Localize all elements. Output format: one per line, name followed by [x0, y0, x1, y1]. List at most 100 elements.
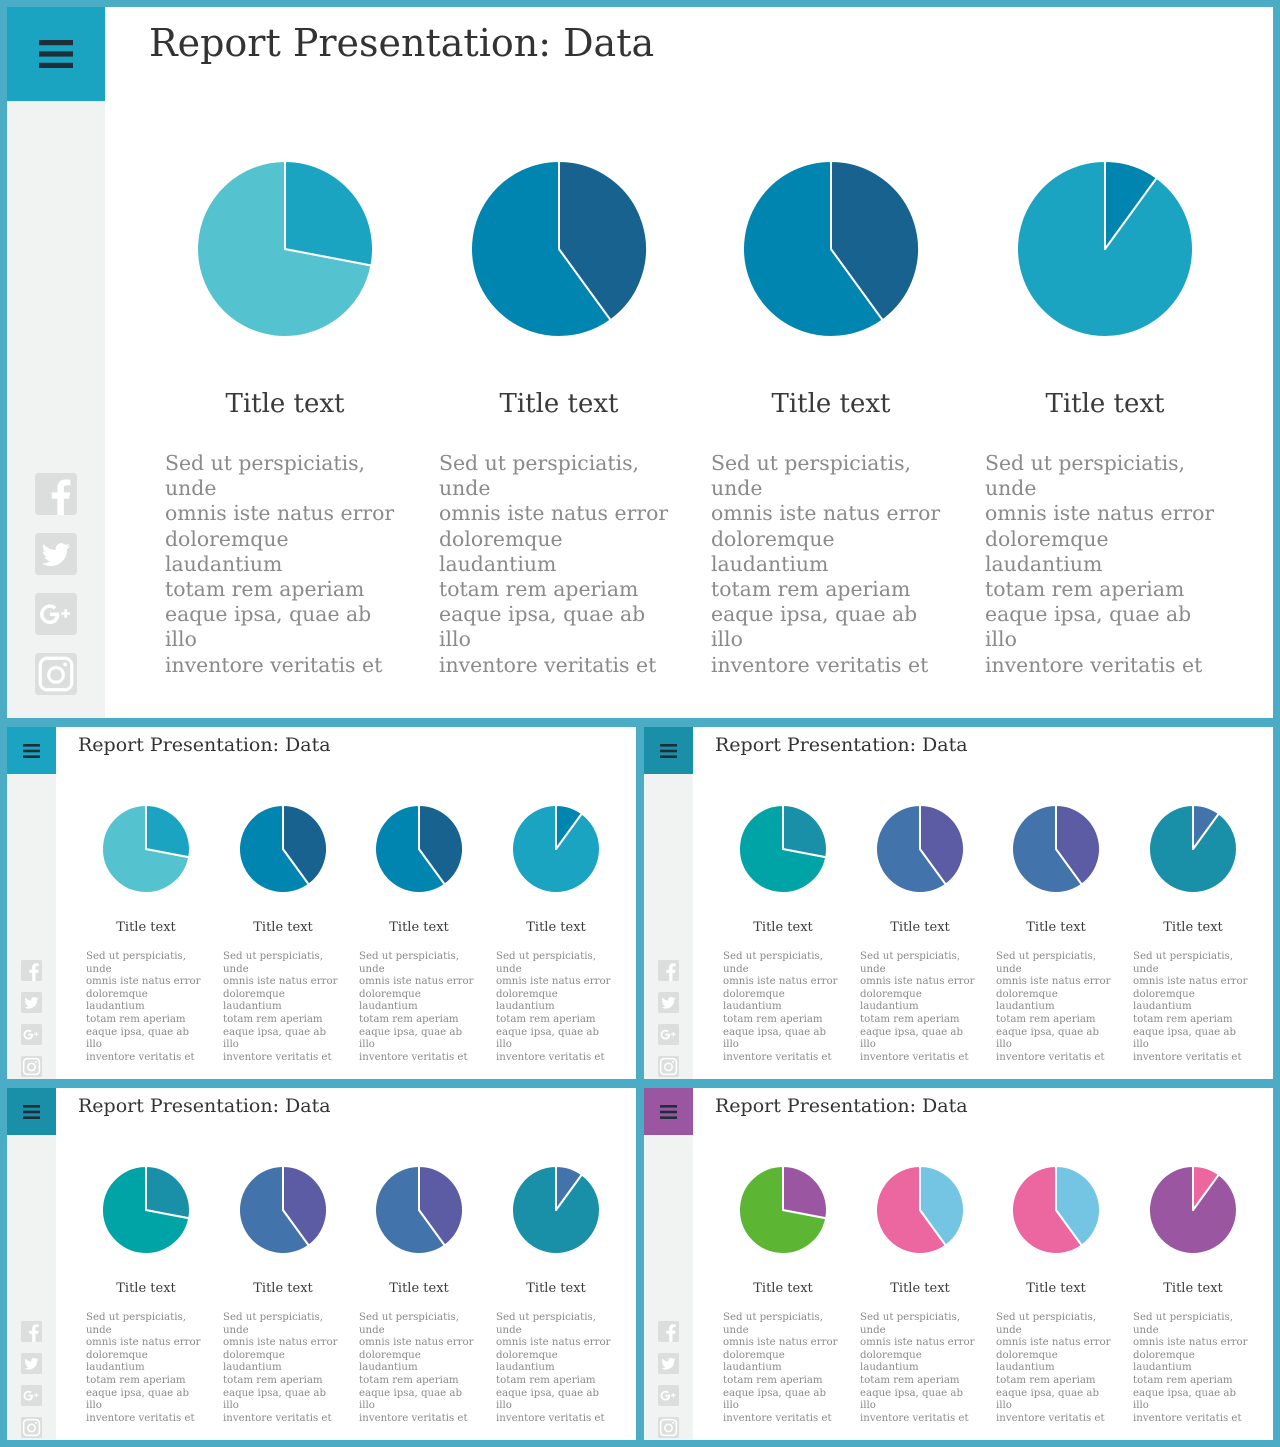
menu-button[interactable] — [7, 1088, 56, 1135]
card-body: Sed ut perspiciatis, unde omnis iste nat… — [985, 451, 1215, 677]
card-2: Title text Sed ut perspiciatis, unde omni… — [859, 1164, 981, 1425]
card-title: Title text — [1163, 920, 1223, 935]
pie-slice-major — [238, 804, 310, 894]
twitter-icon[interactable] — [658, 992, 679, 1017]
pie-chart — [374, 1165, 464, 1255]
instagram-icon[interactable] — [21, 1056, 42, 1079]
card-4: Title text Sed ut perspiciatis, unde omni… — [1132, 1164, 1254, 1425]
pie-slice-major — [742, 160, 884, 338]
instagram-icon[interactable] — [35, 653, 77, 699]
google-plus-icon[interactable] — [21, 1385, 42, 1410]
slide-title: Report Presentation: Data — [149, 21, 655, 65]
google-plus-icon[interactable] — [35, 593, 77, 639]
menu-button[interactable] — [644, 727, 693, 774]
slide-title: Report Presentation: Data — [715, 734, 968, 756]
pie-slice-minor — [555, 1165, 583, 1211]
pie-slice-minor — [1055, 804, 1101, 886]
sidebar — [7, 1088, 56, 1440]
google-plus-icon[interactable] — [658, 1385, 679, 1410]
pie-chart — [875, 804, 965, 894]
card-title: Title text — [116, 920, 176, 935]
card-title: Title text — [1045, 389, 1165, 419]
slide-title: Report Presentation: Data — [78, 734, 331, 756]
google-plus-icon[interactable] — [658, 1024, 679, 1049]
card-2: Title text Sed ut perspiciatis, unde omni… — [437, 159, 681, 678]
hamburger-icon — [23, 1104, 40, 1119]
card-body: Sed ut perspiciatis, unde omnis iste nat… — [496, 951, 611, 1063]
pie-slice-major — [238, 1165, 310, 1255]
pie-slice-minor — [145, 804, 191, 859]
card-title: Title text — [771, 389, 891, 419]
twitter-icon[interactable] — [35, 533, 77, 579]
hamburger-icon — [23, 743, 40, 758]
card-title: Title text — [890, 920, 950, 935]
sidebar — [7, 727, 56, 1079]
card-1: Title text Sed ut perspiciatis, unde omni… — [722, 803, 844, 1064]
social-icons — [7, 1321, 56, 1440]
twitter-icon[interactable] — [658, 1353, 679, 1378]
pie-chart — [875, 1165, 965, 1255]
pie-chart — [238, 804, 328, 894]
slide-4: Report Presentation: Data Title text Sed u… — [7, 1088, 636, 1440]
card-body: Sed ut perspiciatis, unde omnis iste nat… — [223, 1312, 338, 1424]
hamburger-icon — [660, 1104, 677, 1119]
facebook-icon[interactable] — [658, 960, 679, 985]
pie-slice-minor — [418, 1165, 464, 1247]
pie-slice-minor — [555, 804, 583, 850]
pie-slice-minor — [418, 804, 464, 886]
pie-slice-major — [875, 1165, 947, 1255]
pie-chart — [1016, 160, 1194, 338]
facebook-icon[interactable] — [21, 960, 42, 985]
card-3: Title text Sed ut perspiciatis, unde omni… — [709, 159, 953, 678]
twitter-icon[interactable] — [21, 992, 42, 1017]
card-body: Sed ut perspiciatis, unde omnis iste nat… — [996, 1312, 1111, 1424]
card-title: Title text — [253, 920, 313, 935]
card-body: Sed ut perspiciatis, unde omnis iste nat… — [86, 1312, 201, 1424]
pie-chart — [196, 160, 374, 338]
pie-chart — [470, 160, 648, 338]
card-body: Sed ut perspiciatis, unde omnis iste nat… — [223, 951, 338, 1063]
pie-slice-minor — [282, 804, 328, 886]
facebook-icon[interactable] — [21, 1321, 42, 1346]
card-title: Title text — [1163, 1281, 1223, 1296]
card-4: Title text Sed ut perspiciatis, unde omni… — [1132, 803, 1254, 1064]
card-2: Title text Sed ut perspiciatis, unde omni… — [222, 1164, 344, 1425]
pie-slice-minor — [1192, 1165, 1220, 1211]
card-1: Title text Sed ut perspiciatis, unde omni… — [85, 803, 207, 1064]
twitter-icon[interactable] — [21, 1353, 42, 1378]
menu-button[interactable] — [7, 727, 56, 774]
google-plus-icon[interactable] — [21, 1024, 42, 1049]
card-title: Title text — [753, 920, 813, 935]
instagram-icon[interactable] — [658, 1056, 679, 1079]
menu-button[interactable] — [7, 7, 105, 101]
social-icons — [644, 960, 693, 1079]
pie-chart — [101, 804, 191, 894]
pie-chart — [1148, 1165, 1238, 1255]
pie-slice-minor — [782, 804, 828, 859]
instagram-icon[interactable] — [21, 1417, 42, 1440]
pie-slice-minor — [284, 160, 374, 267]
pie-chart — [1011, 804, 1101, 894]
instagram-icon[interactable] — [658, 1417, 679, 1440]
hamburger-icon — [39, 40, 73, 68]
facebook-icon[interactable] — [658, 1321, 679, 1346]
sidebar — [644, 1088, 693, 1440]
hamburger-icon — [660, 743, 677, 758]
sidebar — [644, 727, 693, 1079]
pie-slice-minor — [282, 1165, 328, 1247]
pie-chart — [1148, 804, 1238, 894]
card-4: Title text Sed ut perspiciatis, unde omni… — [495, 1164, 617, 1425]
menu-button[interactable] — [644, 1088, 693, 1135]
card-body: Sed ut perspiciatis, unde omnis iste nat… — [996, 951, 1111, 1063]
facebook-icon[interactable] — [35, 473, 77, 519]
pie-chart — [374, 804, 464, 894]
slide-1: Report Presentation: Data Title text Sed u… — [7, 7, 1273, 718]
card-2: Title text Sed ut perspiciatis, unde omni… — [859, 803, 981, 1064]
card-body: Sed ut perspiciatis, unde omnis iste nat… — [711, 451, 941, 677]
card-body: Sed ut perspiciatis, unde omnis iste nat… — [723, 951, 838, 1063]
card-4: Title text Sed ut perspiciatis, unde omni… — [983, 159, 1227, 678]
slide-title: Report Presentation: Data — [78, 1095, 331, 1117]
pie-slice-minor — [145, 1165, 191, 1220]
card-1: Title text Sed ut perspiciatis, unde omni… — [85, 1164, 207, 1425]
card-body: Sed ut perspiciatis, unde omnis iste nat… — [86, 951, 201, 1063]
